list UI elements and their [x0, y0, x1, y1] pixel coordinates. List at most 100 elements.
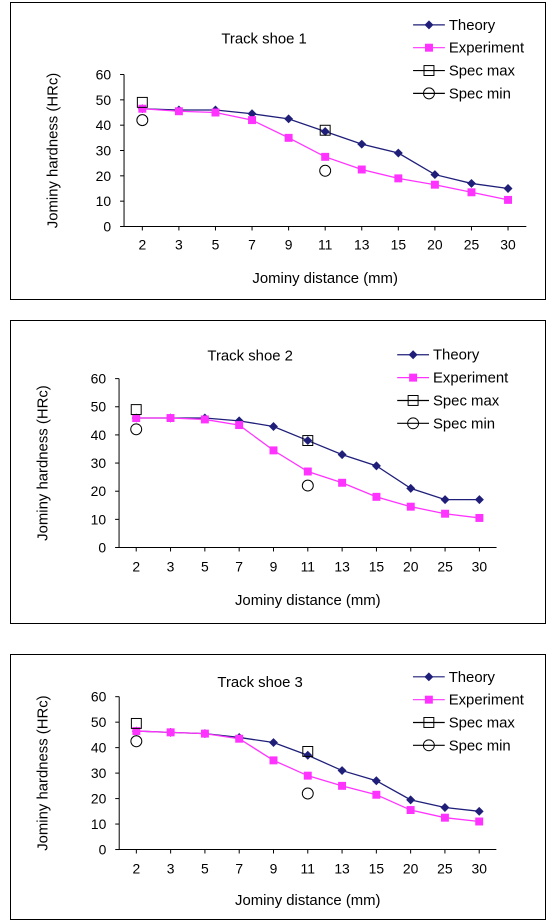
- data-point: [319, 164, 332, 177]
- legend: Theory Experiment Spec max Spec min: [397, 348, 509, 432]
- legend: Theory Experiment Spec max Spec min: [412, 670, 525, 754]
- data-point: [337, 450, 347, 460]
- data-point: [503, 184, 513, 193]
- data-point: [301, 787, 314, 800]
- data-point: [303, 467, 312, 476]
- x-tick-label: 13: [354, 236, 370, 252]
- x-tick-label: 2: [138, 236, 146, 252]
- legend-marker: [423, 87, 435, 100]
- data-point: [302, 745, 314, 757]
- x-tick-label: 2: [132, 860, 140, 876]
- legend-label: Spec max: [449, 64, 516, 80]
- legend-marker: [408, 350, 418, 360]
- chart-svg: 0 10 20 30 40 50 60 2 3 5 7 9 11 13 15 20 25 30 Track shoe…: [36, 348, 510, 609]
- chart-title: Track shoe 1: [221, 32, 306, 48]
- legend: Theory Experiment Spec max Spec min: [413, 18, 525, 102]
- y-tick-label: 40: [91, 740, 107, 756]
- x-tick-label: 15: [391, 236, 407, 252]
- y-tick-label: 0: [99, 841, 107, 857]
- legend-label: Spec max: [433, 393, 500, 409]
- legend-marker: [409, 373, 418, 382]
- x-tick-label: 9: [270, 860, 278, 876]
- data-point: [130, 423, 143, 436]
- data-point: [174, 107, 183, 116]
- x-tick-label: 9: [270, 558, 278, 574]
- x-tick-label: 5: [201, 860, 209, 876]
- x-tick-label: 5: [212, 236, 220, 252]
- x-tick-label: 20: [403, 558, 419, 574]
- y-tick-label: 0: [98, 539, 106, 555]
- x-tick-label: 3: [175, 236, 183, 252]
- series-spec-min: [130, 735, 314, 800]
- data-point: [441, 509, 450, 518]
- x-tick-label: 13: [334, 860, 350, 876]
- legend-label: Theory: [449, 18, 496, 34]
- data-point: [440, 495, 450, 505]
- series-spec-min: [130, 423, 314, 492]
- x-tick-label: 15: [369, 860, 385, 876]
- legend-marker: [422, 739, 435, 752]
- data-point: [200, 729, 209, 738]
- data-point: [371, 461, 381, 471]
- x-tick-label: 20: [403, 860, 419, 876]
- y-tick-label: 20: [91, 791, 107, 807]
- data-point: [406, 806, 415, 815]
- y-tick-label: 30: [96, 142, 112, 158]
- y-tick-label: 60: [96, 66, 112, 82]
- data-point: [372, 790, 381, 799]
- y-tick-label: 20: [91, 483, 107, 499]
- legend-marker: [424, 672, 434, 682]
- legend-marker: [407, 395, 419, 406]
- x-tick-label: 3: [167, 558, 175, 574]
- y-tick-label: 50: [91, 399, 107, 415]
- y-tick-label: 60: [91, 371, 107, 387]
- chart-panel-track-shoe-2: 0 10 20 30 40 50 60 2 3 5 7 9 11 13 15 20 25 30 Track shoe…: [10, 320, 546, 624]
- legend-marker: [425, 43, 433, 52]
- x-axis-label: Jominy distance (mm): [252, 271, 398, 287]
- data-point: [406, 502, 415, 511]
- data-point: [430, 180, 439, 189]
- y-axis-label: Jominy hardness (HRc): [36, 695, 52, 850]
- data-point: [475, 817, 484, 826]
- data-point: [319, 124, 331, 136]
- data-point: [372, 492, 381, 501]
- x-axis-label: Jominy distance (mm): [235, 593, 381, 609]
- x-tick-label: 7: [235, 558, 243, 574]
- x-tick-label: 25: [437, 558, 453, 574]
- data-point: [166, 728, 175, 737]
- data-point: [301, 479, 314, 492]
- data-point: [130, 735, 143, 748]
- series-experiment: [132, 414, 484, 522]
- data-point: [467, 188, 476, 197]
- data-point: [440, 813, 449, 822]
- x-tick-label: 15: [369, 558, 385, 574]
- data-point: [474, 806, 484, 816]
- y-tick-label: 10: [91, 511, 107, 527]
- data-point: [406, 483, 416, 493]
- data-point: [269, 756, 278, 765]
- series-theory: [137, 104, 513, 193]
- data-point: [284, 114, 294, 124]
- data-point: [136, 96, 148, 108]
- legend-marker: [424, 695, 433, 704]
- data-point: [371, 776, 381, 786]
- series-spec-max: [130, 404, 314, 447]
- legend-marker: [407, 417, 420, 430]
- x-tick-label: 30: [472, 558, 488, 574]
- data-point: [132, 727, 141, 736]
- legend-label: Spec min: [433, 416, 495, 432]
- data-point: [269, 738, 278, 748]
- data-point: [136, 114, 149, 127]
- y-tick-label: 10: [91, 816, 107, 832]
- legend-marker: [423, 717, 435, 728]
- data-point: [269, 421, 278, 431]
- x-tick-label: 11: [301, 558, 316, 574]
- data-point: [132, 414, 141, 422]
- data-point: [130, 404, 142, 416]
- data-point: [394, 174, 403, 183]
- data-point: [440, 803, 450, 812]
- y-tick-label: 0: [103, 218, 111, 234]
- data-point: [211, 108, 220, 117]
- legend-label: Experiment: [433, 371, 509, 387]
- data-point: [338, 478, 347, 487]
